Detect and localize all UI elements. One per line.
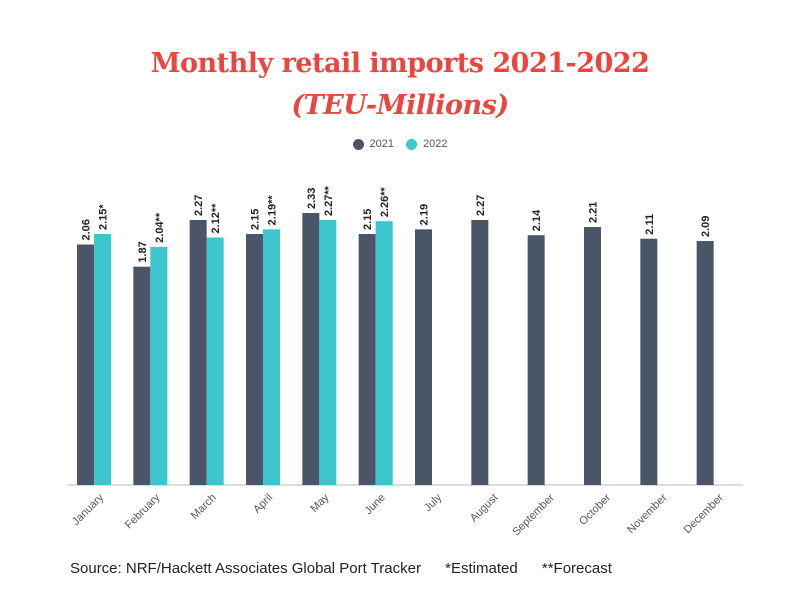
bar-2021-january [77, 244, 94, 485]
legend-item-2022: 2022 [406, 138, 447, 150]
data-label-2021-february: 1.87 [137, 241, 149, 262]
bar-2022-january [94, 234, 111, 485]
x-tick-label-september: September [510, 491, 557, 538]
data-label-2022-june: 2.26** [379, 186, 391, 217]
data-label-2021-july: 2.19 [419, 204, 431, 225]
x-tick-label-august: August [468, 492, 501, 525]
data-label-2021-august: 2.27 [475, 195, 487, 216]
x-tick-label-july: July [422, 491, 445, 514]
x-tick-label-march: March [189, 492, 219, 522]
x-tick-label-may: May [308, 491, 332, 515]
bar-2021-december [696, 241, 714, 485]
data-label-2022-january: 2.15* [98, 204, 110, 230]
source-note: Source: NRF/Hackett Associates Global Po… [70, 560, 421, 577]
bar-2022-february [150, 246, 168, 485]
legend-label-2021: 2021 [369, 138, 394, 150]
data-label-2022-february: 2.04** [154, 212, 166, 243]
chart-legend: 2021 2022 [0, 138, 800, 150]
x-tick-label-january: January [70, 491, 107, 528]
data-label-2021-october: 2.21 [588, 202, 600, 223]
data-label-2021-december: 2.09 [700, 216, 712, 237]
bar-2021-september [527, 235, 545, 485]
chart-subtitle: (TEU-Millions) [291, 90, 509, 121]
bar-2021-august [471, 220, 489, 486]
data-label-2021-september: 2.14 [531, 209, 543, 231]
x-tick-label-april: April [251, 492, 275, 516]
data-label-2021-april: 2.15 [250, 209, 262, 230]
legend-swatch-2021 [352, 138, 364, 150]
data-label-2021-march: 2.27 [193, 195, 205, 216]
bar-2021-march [189, 220, 207, 486]
legend-item-2021: 2021 [352, 138, 394, 150]
x-tick-label-june: June [363, 492, 388, 517]
data-label-2022-april: 2.19** [267, 195, 279, 226]
bar-2022-march [206, 237, 224, 485]
data-label-2022-may: 2.27** [323, 185, 335, 216]
bar-2021-october [584, 227, 601, 485]
bar-chart: 2.06 2.15* January 1.87 2.04** February 2.27 2.… [67, 185, 743, 538]
chart-footer: Source: NRF/Hackett Associates Global Po… [70, 560, 632, 577]
legend-label-2022: 2022 [423, 138, 448, 150]
bar-2021-july [415, 229, 432, 485]
data-label-2021-january: 2.06 [81, 219, 93, 240]
data-label-2021-june: 2.15 [362, 209, 374, 230]
bar-2021-june [358, 234, 376, 485]
x-tick-label-november: November [625, 491, 670, 536]
bar-2021-may [302, 213, 320, 485]
estimated-note: *Estimated [445, 560, 518, 577]
bar-2021-february [133, 266, 151, 485]
x-tick-label-december: December [682, 491, 727, 536]
bar-2021-november [640, 238, 658, 485]
data-label-2021-november: 2.11 [644, 214, 656, 235]
bar-2022-june [375, 221, 393, 485]
data-label-2022-march: 2.12** [210, 203, 222, 234]
x-tick-label-october: October [577, 491, 613, 527]
data-label-2021-may: 2.33 [306, 188, 318, 209]
bar-2022-may [319, 220, 337, 486]
legend-swatch-2022 [406, 138, 417, 150]
bar-2022-april [263, 229, 280, 485]
bar-2021-april [246, 234, 263, 485]
forecast-note: **Forecast [541, 560, 612, 577]
chart-title: Monthly retail imports 2021-2022 [150, 48, 650, 79]
x-tick-label-february: February [123, 491, 163, 531]
